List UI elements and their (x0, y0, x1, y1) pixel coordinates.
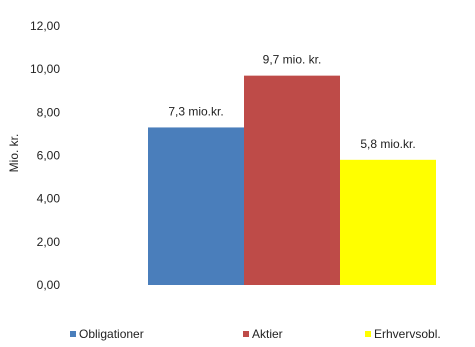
y-tick-label: 0,00 (37, 278, 61, 292)
legend-label: Obligationer (79, 327, 144, 341)
bar-1 (148, 127, 244, 285)
legend-swatch (70, 331, 76, 337)
bar-2 (244, 75, 340, 286)
y-axis-title: Mio. kr. (7, 134, 21, 173)
data-label: 9,7 mio. kr. (263, 53, 322, 67)
data-label: 7,3 mio.kr. (168, 104, 223, 118)
y-tick-label: 10,00 (30, 62, 60, 76)
legend-label: Erhvervsobl. (374, 327, 441, 341)
legend-label: Aktier (252, 327, 283, 341)
bars (148, 75, 436, 286)
y-tick-label: 2,00 (37, 235, 61, 249)
y-tick-label: 12,00 (30, 19, 60, 33)
legend: Obligationer Aktier Erhvervsobl. (70, 327, 441, 341)
data-labels: 7,3 mio.kr. 9,7 mio. kr. 5,8 mio.kr. (168, 53, 415, 151)
y-tick-label: 6,00 (37, 149, 61, 163)
y-tick-label: 8,00 (37, 105, 61, 119)
bar-3 (340, 159, 436, 285)
y-tick-label: 4,00 (37, 192, 61, 206)
y-axis-ticks: 0,00 2,00 4,00 6,00 8,00 10,00 12,00 (30, 19, 60, 292)
legend-swatch (365, 331, 371, 337)
data-label: 5,8 mio.kr. (360, 137, 415, 151)
legend-swatch (243, 331, 249, 337)
y-axis-label: Mio. kr. (7, 134, 21, 173)
